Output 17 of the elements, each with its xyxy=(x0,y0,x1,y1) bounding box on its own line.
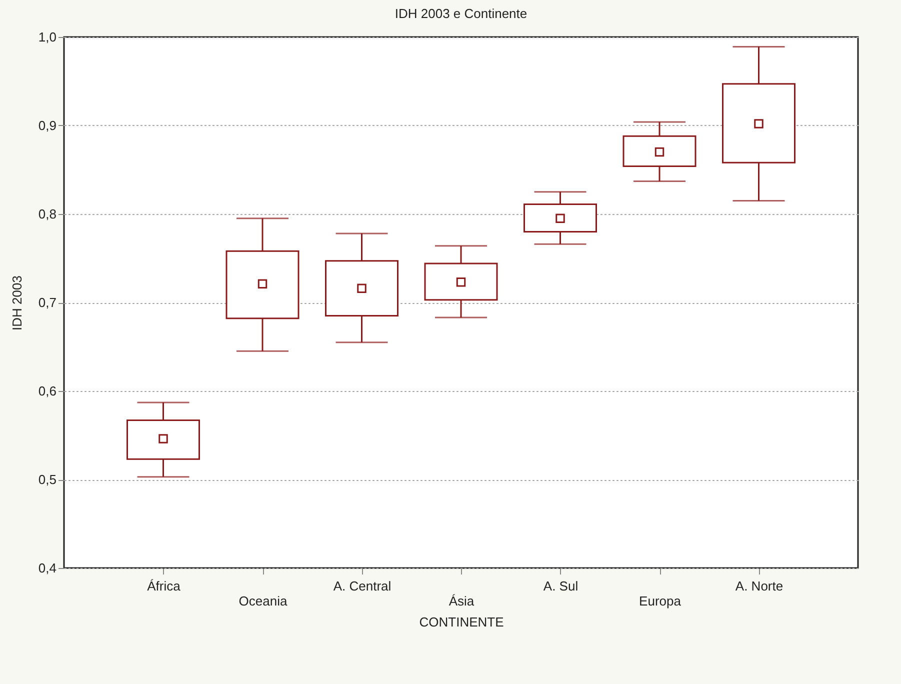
x-tick-label: Oceania xyxy=(238,594,288,608)
y-tick-label: 0,5 xyxy=(38,472,56,487)
y-tick-label: 0,6 xyxy=(38,384,56,398)
x-axis-title: CONTINENTE xyxy=(419,614,504,630)
y-axis-title: IDH 2003 xyxy=(9,276,24,330)
x-tick-label: Ásia xyxy=(448,594,475,608)
y-tick-label: 1,0 xyxy=(38,30,56,44)
x-tick-label: Europa xyxy=(639,594,682,608)
y-tick-label: 0,7 xyxy=(38,295,56,310)
y-tick-label: 0,4 xyxy=(38,560,56,576)
y-tick-label: 0,8 xyxy=(38,206,56,222)
x-tick-label: A. Norte xyxy=(735,578,784,594)
x-tick-label: A. Sul xyxy=(543,578,578,594)
y-tick-label: 0,9 xyxy=(38,118,56,133)
x-tick-label: África xyxy=(147,578,182,594)
chart-title: IDH 2003 e Continente xyxy=(394,6,528,21)
x-tick-label: A. Central xyxy=(333,578,392,594)
